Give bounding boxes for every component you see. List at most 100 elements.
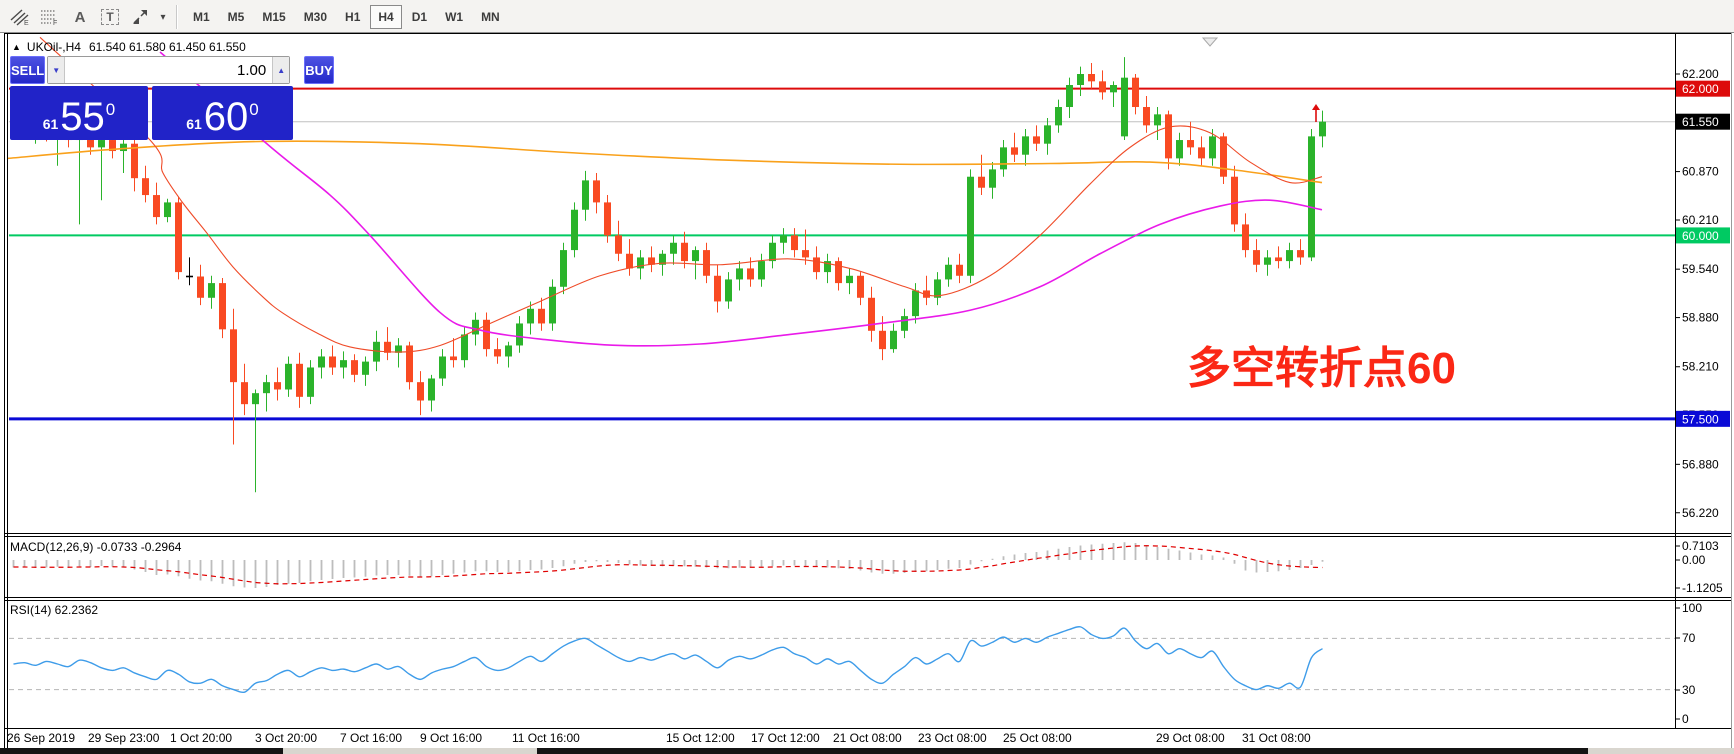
bid-big: 55 <box>60 95 105 139</box>
sell-button[interactable]: SELL <box>10 56 46 84</box>
symbol-readout: ▲ UKOil-,H4 61.540 61.580 61.450 61.550 <box>12 40 246 54</box>
macd-label: MACD(12,26,9) -0.0733 -0.2964 <box>10 540 182 554</box>
chart-region: 多空转折点60 62.200 60.870 60.210 59.540 58.880 58.… <box>0 33 1734 754</box>
ma-fast-red <box>39 36 1323 353</box>
pane-borders <box>4 33 1731 748</box>
svg-text:17 Oct 12:00: 17 Oct 12:00 <box>751 731 820 745</box>
quote-row: 61 55 0 61 60 0 <box>10 86 293 140</box>
equidistant-channel-glyph: E <box>10 9 29 26</box>
fibonacci-icon[interactable]: F <box>36 4 64 30</box>
scrollbar-thumb[interactable] <box>537 748 1588 754</box>
ask-sup: 0 <box>249 100 259 119</box>
equidistant-channel-icon[interactable]: E <box>6 4 34 30</box>
tf-h1[interactable]: H1 <box>345 10 361 24</box>
ask-big: 60 <box>203 95 249 139</box>
arrows-dropdown-icon[interactable]: ▾ <box>160 11 166 23</box>
volume-decrease-icon[interactable]: ▼ <box>48 57 66 83</box>
svg-text:70: 70 <box>1682 631 1696 645</box>
arrows-icon[interactable] <box>126 4 154 30</box>
collapse-panel-icon[interactable]: ▲ <box>12 42 21 52</box>
rsi-label: RSI(14) 62.2362 <box>10 603 98 617</box>
svg-text:9 Oct 16:00: 9 Oct 16:00 <box>420 731 482 745</box>
arrows-glyph <box>133 10 147 24</box>
ask-price-tile[interactable]: 61 60 0 <box>152 86 293 140</box>
svg-text:100: 100 <box>1682 601 1702 615</box>
svg-text:23 Oct 08:00: 23 Oct 08:00 <box>918 731 987 745</box>
moving-averages <box>7 36 1323 353</box>
svg-text:57.500: 57.500 <box>1682 412 1719 426</box>
svg-text:60.000: 60.000 <box>1682 229 1719 243</box>
tf-mn[interactable]: MN <box>481 10 500 24</box>
date-axis[interactable]: 26 Sep 2019 29 Sep 23:00 1 Oct 20:00 3 Oct … <box>7 731 1311 745</box>
svg-text:E: E <box>24 20 29 26</box>
svg-text:1 Oct 20:00: 1 Oct 20:00 <box>170 731 232 745</box>
svg-text:-1.1205: -1.1205 <box>1682 581 1723 595</box>
ask-prefix: 61 <box>186 116 202 132</box>
one-click-trade-panel: SELL ▼ ▲ BUY 61 55 0 61 60 0 <box>10 56 334 140</box>
chart-shift-marker <box>1201 37 1219 47</box>
svg-text:3 Oct 20:00: 3 Oct 20:00 <box>255 731 317 745</box>
tf-d1[interactable]: D1 <box>411 10 428 24</box>
toolbar: E F A T ▾ M1 M5 M15 M3 <box>0 0 1734 33</box>
svg-text:29 Oct 08:00: 29 Oct 08:00 <box>1156 731 1225 745</box>
svg-text:60.210: 60.210 <box>1682 213 1719 227</box>
svg-text:0.00: 0.00 <box>1682 553 1706 567</box>
svg-text:60.870: 60.870 <box>1682 165 1719 179</box>
chart-canvas[interactable]: 多空转折点60 62.200 60.870 60.210 59.540 58.880 58.… <box>0 33 1734 754</box>
ohlc-readout: 61.540 61.580 61.450 61.550 <box>88 40 246 54</box>
bid-price-tile[interactable]: 61 55 0 <box>10 86 148 140</box>
buy-arrow-marker <box>1312 104 1320 122</box>
tf-h4[interactable]: H4 <box>370 5 402 29</box>
volume-increase-icon[interactable]: ▲ <box>272 57 290 83</box>
macd-signal-line <box>13 545 1323 585</box>
svg-text:11 Oct 16:00: 11 Oct 16:00 <box>512 731 580 745</box>
svg-text:56.880: 56.880 <box>1682 457 1719 471</box>
text-label-icon[interactable]: T <box>96 4 124 30</box>
svg-text:58.880: 58.880 <box>1682 311 1719 325</box>
text-icon[interactable]: A <box>74 8 86 26</box>
svg-text:59.540: 59.540 <box>1682 262 1719 276</box>
svg-text:62.200: 62.200 <box>1682 67 1719 81</box>
ma-medium-magenta <box>159 51 1323 347</box>
svg-text:58.210: 58.210 <box>1682 360 1719 374</box>
bid-price: 61 55 0 <box>42 95 116 139</box>
chart-annotation: 多空转折点60 <box>1187 344 1456 393</box>
fibonacci-glyph: F <box>41 10 57 26</box>
svg-text:29 Sep 23:00: 29 Sep 23:00 <box>88 731 160 745</box>
rsi-line <box>13 626 1323 694</box>
bid-prefix: 61 <box>42 116 59 132</box>
text-label-glyph: T <box>101 9 119 25</box>
svg-text:61.550: 61.550 <box>1682 115 1719 129</box>
bid-sup: 0 <box>105 100 116 119</box>
svg-text:30: 30 <box>1682 683 1696 697</box>
svg-text:7 Oct 16:00: 7 Oct 16:00 <box>340 731 402 745</box>
scrollbar-segment[interactable] <box>0 748 283 754</box>
bottom-scrollbar[interactable] <box>0 748 1734 754</box>
svg-text:0.7103: 0.7103 <box>1682 539 1719 553</box>
tf-m30[interactable]: M30 <box>303 10 328 24</box>
volume-stepper: ▼ ▲ <box>47 56 291 84</box>
rsi-pane: RSI(14) 62.2362 100 70 30 0 <box>9 601 1702 726</box>
svg-text:56.220: 56.220 <box>1682 506 1719 520</box>
price-scale[interactable]: 62.200 60.870 60.210 59.540 58.880 58.210 57.5… <box>1675 67 1730 520</box>
svg-text:25 Oct 08:00: 25 Oct 08:00 <box>1003 731 1072 745</box>
svg-text:0: 0 <box>1682 712 1689 726</box>
tf-m1[interactable]: M1 <box>193 10 210 24</box>
tf-w1[interactable]: W1 <box>445 10 464 24</box>
volume-input[interactable] <box>65 57 273 83</box>
ask-price: 61 60 0 <box>186 95 259 139</box>
ma-slow-orange <box>7 140 1323 184</box>
svg-text:F: F <box>53 20 57 26</box>
symbol-title: UKOil-,H4 <box>26 40 81 54</box>
buy-button[interactable]: BUY <box>304 56 334 84</box>
svg-text:26 Sep 2019: 26 Sep 2019 <box>7 731 75 745</box>
tf-m5[interactable]: M5 <box>227 10 245 24</box>
svg-text:15 Oct 12:00: 15 Oct 12:00 <box>666 731 735 745</box>
toolbar-separator <box>176 5 177 29</box>
trade-controls-row: SELL ▼ ▲ BUY <box>10 56 334 84</box>
svg-text:31 Oct 08:00: 31 Oct 08:00 <box>1242 731 1311 745</box>
tf-m15[interactable]: M15 <box>262 10 286 24</box>
svg-text:62.000: 62.000 <box>1682 82 1719 96</box>
